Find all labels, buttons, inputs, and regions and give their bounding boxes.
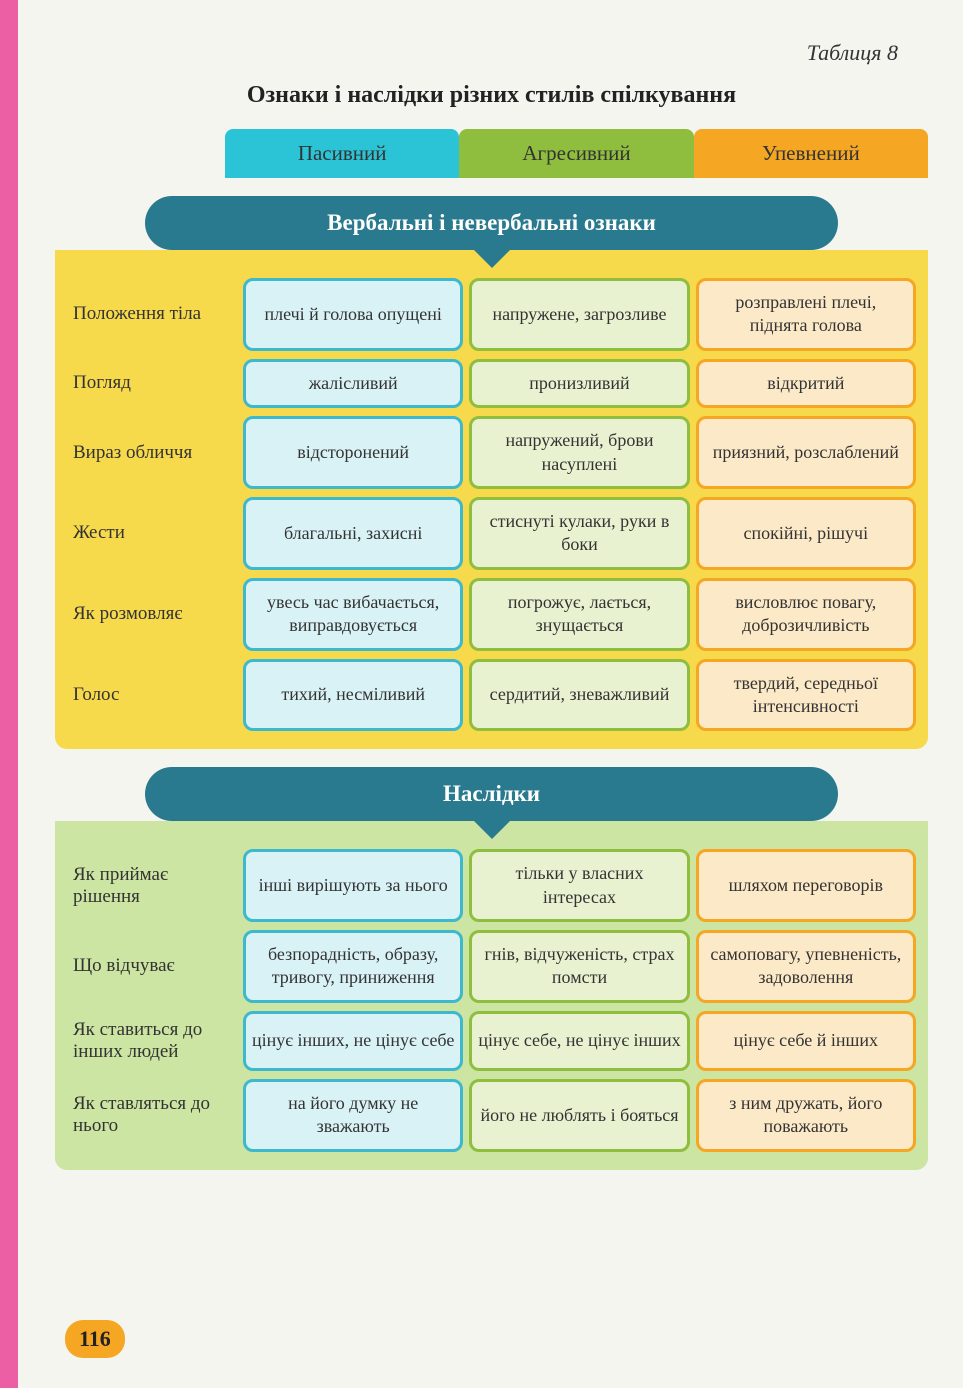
row-label: Голос <box>67 659 237 732</box>
section-heading-consequences: Наслідки <box>145 767 838 821</box>
page-number: 116 <box>65 1320 125 1358</box>
column-header-confident: Упевнений <box>694 129 928 178</box>
cell-aggressive: погрожує, лається, знущається <box>469 578 689 651</box>
cell-passive: плечі й голова опущені <box>243 278 463 351</box>
row-label: Як ставиться до інших людей <box>67 1011 237 1071</box>
cell-confident: з ним дружать, його поважають <box>696 1079 916 1152</box>
row-label: Як ставляться до нього <box>67 1079 237 1152</box>
row-label: Вираз обличчя <box>67 416 237 489</box>
row-label: Як розмовляє <box>67 578 237 651</box>
cell-passive: інші вирішують за нього <box>243 849 463 922</box>
cell-confident: спокійні, рішучі <box>696 497 916 570</box>
column-header-aggressive: Агресивний <box>459 129 693 178</box>
cell-passive: увесь час вибачається, виправдовується <box>243 578 463 651</box>
cell-passive: благальні, захисні <box>243 497 463 570</box>
cell-confident: висловлює повагу, доброзичливість <box>696 578 916 651</box>
cell-aggressive: пронизливий <box>469 359 689 408</box>
section-heading-verbal: Вербальні і невербальні ознаки <box>145 196 838 250</box>
table-title: Ознаки і наслідки різних стилів спілкува… <box>55 82 928 109</box>
cell-confident: самоповагу, упевненість, задоволення <box>696 930 916 1003</box>
consequences-grid: Як приймає рішення інші вирішують за ньо… <box>55 821 928 1169</box>
cell-passive: цінує інших, не цінує себе <box>243 1011 463 1071</box>
cell-passive: жалісливий <box>243 359 463 408</box>
cell-aggressive: напружене, загрозливе <box>469 278 689 351</box>
cell-confident: розправлені плечі, піднята голова <box>696 278 916 351</box>
verbal-grid: Положення тіла плечі й голова опущені на… <box>55 250 928 749</box>
column-header-passive: Пасивний <box>225 129 459 178</box>
row-label: Погляд <box>67 359 237 408</box>
cell-aggressive: його не люблять і бояться <box>469 1079 689 1152</box>
row-label: Жести <box>67 497 237 570</box>
column-headers: Пасивний Агресивний Упевнений <box>225 129 928 178</box>
cell-passive: на його думку не зважають <box>243 1079 463 1152</box>
row-label: Положення тіла <box>67 278 237 351</box>
cell-confident: відкритий <box>696 359 916 408</box>
cell-aggressive: сердитий, зневажливий <box>469 659 689 732</box>
cell-aggressive: тільки у власних інтересах <box>469 849 689 922</box>
cell-aggressive: цінує себе, не цінує інших <box>469 1011 689 1071</box>
cell-confident: приязний, розслаблений <box>696 416 916 489</box>
cell-passive: тихий, несміливий <box>243 659 463 732</box>
row-label: Як приймає рішення <box>67 849 237 922</box>
cell-confident: цінує себе й інших <box>696 1011 916 1071</box>
table-caption: Таблиця 8 <box>55 40 928 66</box>
cell-passive: безпорадність, образу, тривогу, принижен… <box>243 930 463 1003</box>
cell-confident: твердий, середньої інтенсивності <box>696 659 916 732</box>
cell-confident: шляхом переговорів <box>696 849 916 922</box>
row-label: Що відчуває <box>67 930 237 1003</box>
cell-passive: відсторонений <box>243 416 463 489</box>
cell-aggressive: напружений, брови насуплені <box>469 416 689 489</box>
cell-aggressive: гнів, відчуженість, страх помсти <box>469 930 689 1003</box>
textbook-page: Таблиця 8 Ознаки і наслідки різних стилі… <box>0 0 963 1388</box>
cell-aggressive: стиснуті кулаки, руки в боки <box>469 497 689 570</box>
